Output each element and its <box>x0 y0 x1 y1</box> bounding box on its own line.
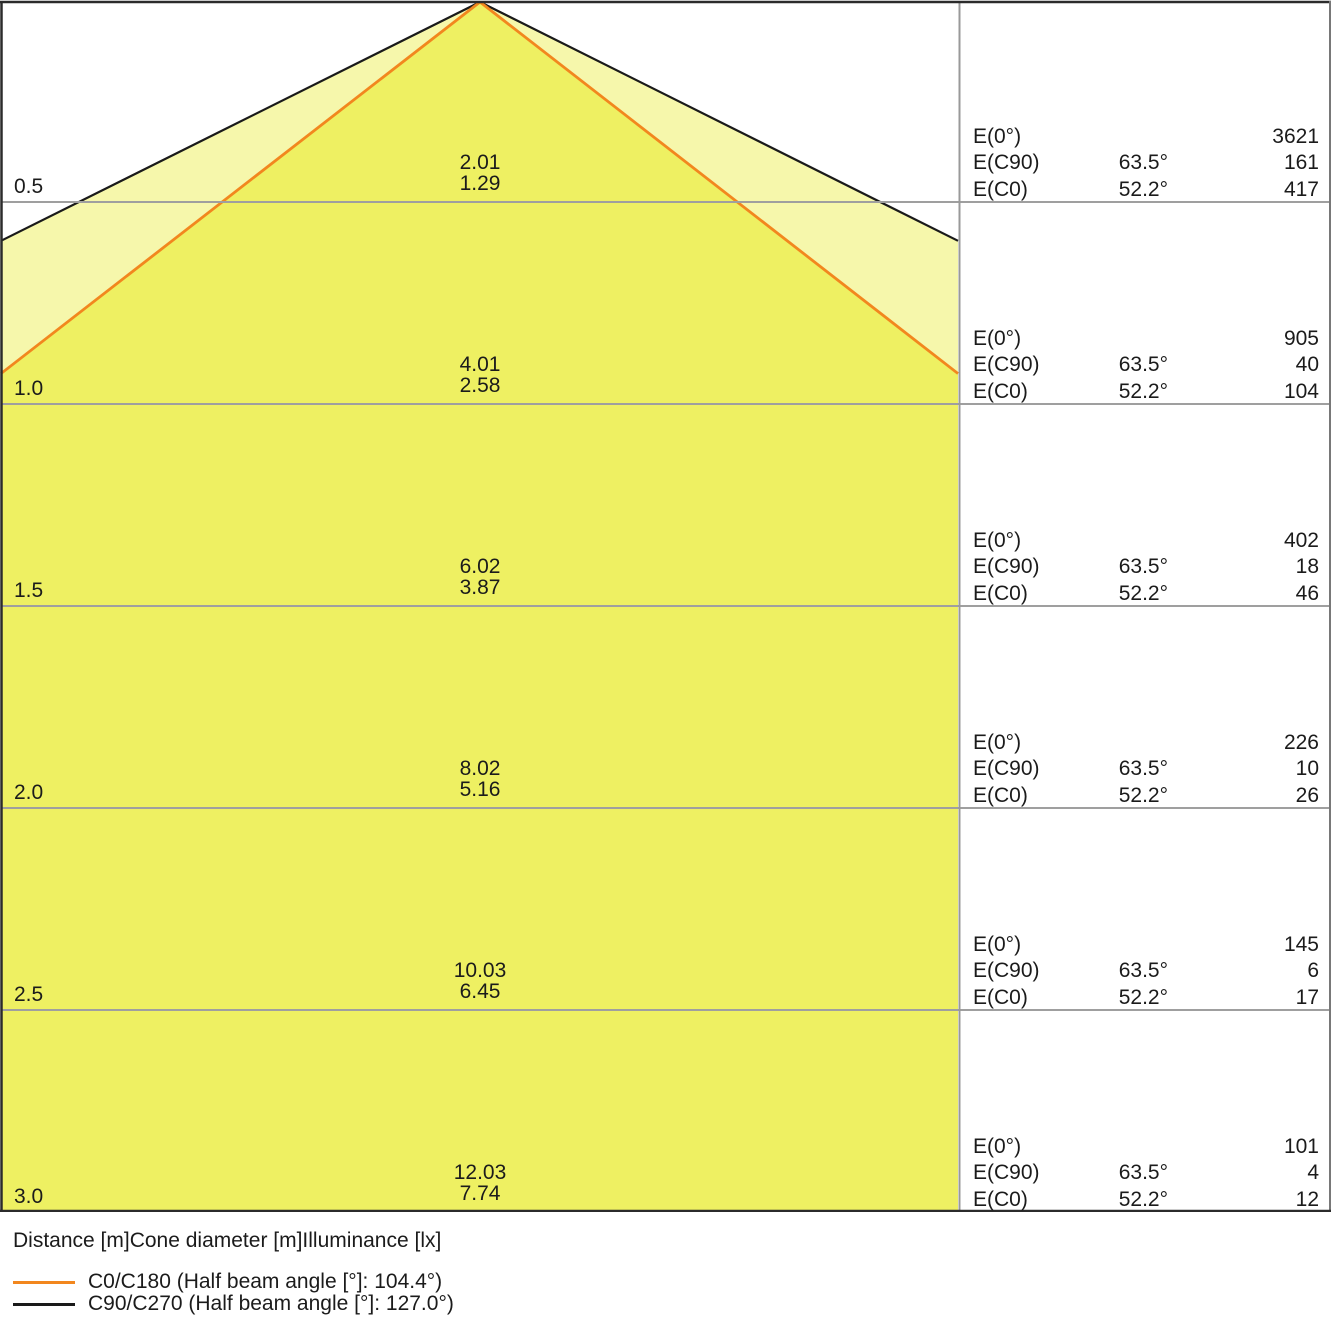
cone-diameter-c0-value: 5.16 <box>460 778 501 801</box>
ec90-label: E(C90) <box>973 757 1040 780</box>
ec90-illuminance-value: 18 <box>1296 555 1319 578</box>
e0-label: E(0°) <box>973 933 1021 956</box>
ec90-angle-value: 63.5° <box>1119 959 1168 982</box>
cone-diameter-c90-value: 8.02 <box>460 757 501 780</box>
e0-label: E(0°) <box>973 529 1021 552</box>
distance-label: 1.0 <box>14 377 43 400</box>
ec90-angle-value: 63.5° <box>1119 1161 1168 1184</box>
legend-label-c90-c270: C90/C270 (Half beam angle [°]: 127.0°) <box>88 1292 454 1315</box>
ec90-illuminance-value: 161 <box>1284 151 1319 174</box>
ec90-angle-value: 63.5° <box>1119 151 1168 174</box>
ec0-illuminance-value: 417 <box>1284 178 1319 201</box>
cone-diameter-c0-value: 3.87 <box>460 576 501 599</box>
cone-diameter-c0-value: 2.58 <box>460 374 501 397</box>
ec0-angle-value: 52.2° <box>1119 178 1168 201</box>
ec0-label: E(C0) <box>973 784 1028 807</box>
e0-illuminance-value: 101 <box>1284 1135 1319 1158</box>
e0-label: E(0°) <box>973 1135 1021 1158</box>
legend-item-c0-c180: C0/C180 (Half beam angle [°]: 104.4°) <box>13 1270 454 1293</box>
cone-diameter-c0-value: 6.45 <box>460 980 501 1003</box>
cone-diameter-c90-value: 10.03 <box>454 959 507 982</box>
cone-diameter-c0-value: 7.74 <box>460 1182 501 1205</box>
ec0-label: E(C0) <box>973 582 1028 605</box>
ec0-angle-value: 52.2° <box>1119 784 1168 807</box>
distance-label: 0.5 <box>14 175 43 198</box>
beam-line-c0-right <box>479 0 959 375</box>
ec0-illuminance-value: 46 <box>1296 582 1319 605</box>
ec0-angle-value: 52.2° <box>1119 1188 1168 1211</box>
ec90-angle-value: 63.5° <box>1119 353 1168 376</box>
cone-diameter-c90-value: 6.02 <box>460 555 501 578</box>
ec90-illuminance-value: 4 <box>1307 1161 1319 1184</box>
ec0-angle-value: 52.2° <box>1119 380 1168 403</box>
ec90-angle-value: 63.5° <box>1119 757 1168 780</box>
legend-item-c90-c270: C90/C270 (Half beam angle [°]: 127.0°) <box>13 1292 454 1315</box>
distance-label: 3.0 <box>14 1185 43 1208</box>
distance-label: 2.5 <box>14 983 43 1006</box>
ec90-label: E(C90) <box>973 353 1040 376</box>
legend: C0/C180 (Half beam angle [°]: 104.4°) C9… <box>13 1270 454 1315</box>
e0-illuminance-value: 3621 <box>1272 125 1319 148</box>
cone-diameter-c90-value: 4.01 <box>460 353 501 376</box>
ec0-illuminance-value: 104 <box>1284 380 1319 403</box>
ec0-label: E(C0) <box>973 178 1028 201</box>
ec0-label: E(C0) <box>973 986 1028 1009</box>
beam-line-c0-left <box>0 0 481 375</box>
e0-label: E(0°) <box>973 731 1021 754</box>
ec90-illuminance-value: 6 <box>1307 959 1319 982</box>
cone-diameter-c90-value: 2.01 <box>460 151 501 174</box>
ec0-angle-value: 52.2° <box>1119 986 1168 1009</box>
ec90-label: E(C90) <box>973 1161 1040 1184</box>
ec0-label: E(C0) <box>973 1188 1028 1211</box>
diagram-text-layer: 0.5 2.011.29 E(0°) 3621 E(C90) 63.5° 161 E(C0) 5… <box>14 125 1319 1211</box>
distance-label: 2.0 <box>14 781 43 804</box>
ec90-label: E(C90) <box>973 959 1040 982</box>
e0-illuminance-value: 226 <box>1284 731 1319 754</box>
ec90-illuminance-value: 10 <box>1296 757 1319 780</box>
cone-diagram-svg: 0.5 2.011.29 E(0°) 3621 E(C90) 63.5° 161 E(C0) 5… <box>0 0 1331 1212</box>
axis-caption: Distance [m]Cone diameter [m]Illuminance… <box>13 1229 442 1252</box>
ec90-illuminance-value: 40 <box>1296 353 1319 376</box>
ec90-label: E(C90) <box>973 151 1040 174</box>
cone-diameter-c0-value: 1.29 <box>460 172 501 195</box>
distance-label: 1.5 <box>14 579 43 602</box>
legend-label-c0-c180: C0/C180 (Half beam angle [°]: 104.4°) <box>88 1270 443 1293</box>
ec0-illuminance-value: 26 <box>1296 784 1319 807</box>
ec90-angle-value: 63.5° <box>1119 555 1168 578</box>
ec90-label: E(C90) <box>973 555 1040 578</box>
e0-illuminance-value: 402 <box>1284 529 1319 552</box>
e0-illuminance-value: 145 <box>1284 933 1319 956</box>
e0-label: E(0°) <box>973 125 1021 148</box>
cone-diameter-c90-value: 12.03 <box>454 1161 507 1184</box>
ec0-label: E(C0) <box>973 380 1028 403</box>
orange-line-swatch <box>13 1280 75 1284</box>
ec0-angle-value: 52.2° <box>1119 582 1168 605</box>
black-line-swatch <box>13 1302 75 1306</box>
e0-label: E(0°) <box>973 327 1021 350</box>
ec0-illuminance-value: 17 <box>1296 986 1319 1009</box>
ec0-illuminance-value: 12 <box>1296 1188 1319 1211</box>
e0-illuminance-value: 905 <box>1284 327 1319 350</box>
